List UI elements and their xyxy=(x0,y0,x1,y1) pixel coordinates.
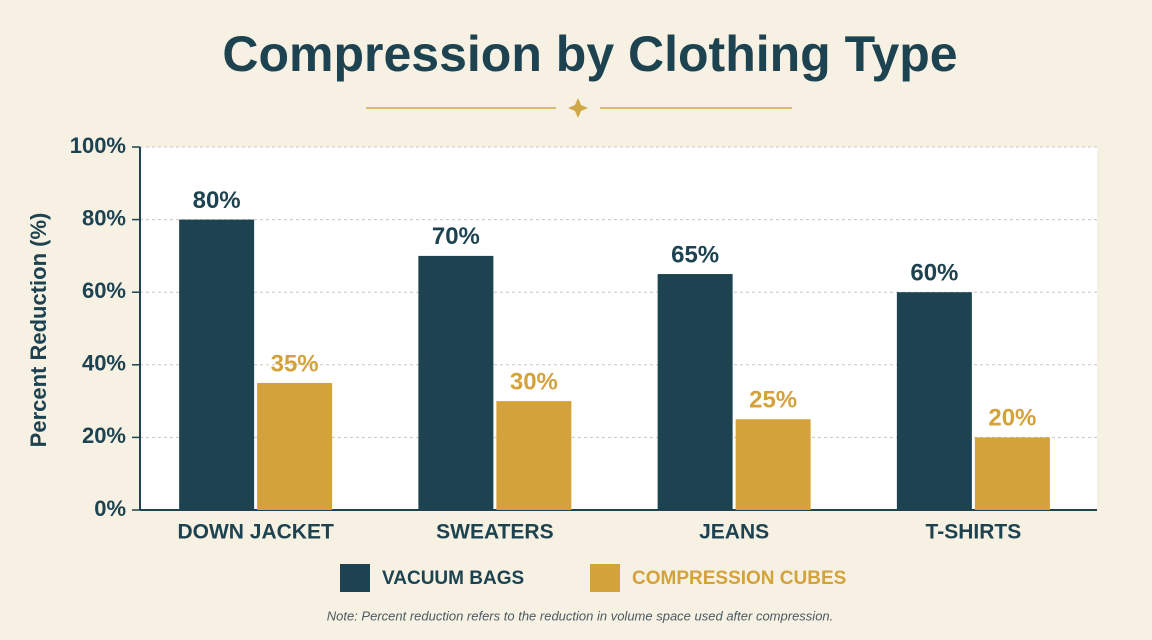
value-label: 35% xyxy=(271,350,319,377)
bar xyxy=(496,401,572,510)
x-tick-label: DOWN JACKET xyxy=(177,521,334,544)
bar xyxy=(179,219,255,510)
plot: 0% 20% 40% 60% 80% 100% DOWN JACKET 80% 35% SWEAT… xyxy=(70,133,1097,592)
value-label: 70% xyxy=(432,223,480,250)
legend-swatch xyxy=(590,564,620,592)
x-tick-label: SWEATERS xyxy=(436,521,553,544)
bar xyxy=(974,437,1050,510)
note: Note: Percent reduction refers to the re… xyxy=(327,608,834,623)
value-label: 25% xyxy=(749,387,797,414)
y-tick-label: 80% xyxy=(82,205,126,230)
bar xyxy=(896,292,972,510)
y-tick-label: 100% xyxy=(70,133,126,158)
bar xyxy=(657,274,733,510)
value-label: 20% xyxy=(988,405,1036,432)
legend-swatch xyxy=(340,564,370,592)
y-tick-label: 40% xyxy=(82,351,126,376)
bar xyxy=(418,255,494,510)
y-tick-label: 20% xyxy=(82,423,126,448)
value-label: 30% xyxy=(510,368,558,395)
bar xyxy=(257,382,333,510)
x-tick-label: T-SHIRTS xyxy=(926,521,1022,544)
y-tick-label: 0% xyxy=(94,496,126,521)
y-axis-label: Percent Reduction (%) xyxy=(26,213,51,448)
ornament-star xyxy=(568,98,588,118)
value-label: 65% xyxy=(671,241,719,268)
legend-label: VACUUM BAGS xyxy=(382,568,524,589)
value-label: 80% xyxy=(193,187,241,214)
bar xyxy=(735,419,811,510)
x-tick-label: JEANS xyxy=(699,521,769,544)
chart-title: Compression by Clothing Type xyxy=(222,26,957,82)
value-label: 60% xyxy=(910,260,958,287)
legend-label: COMPRESSION CUBES xyxy=(632,568,846,589)
y-tick-label: 60% xyxy=(82,278,126,303)
